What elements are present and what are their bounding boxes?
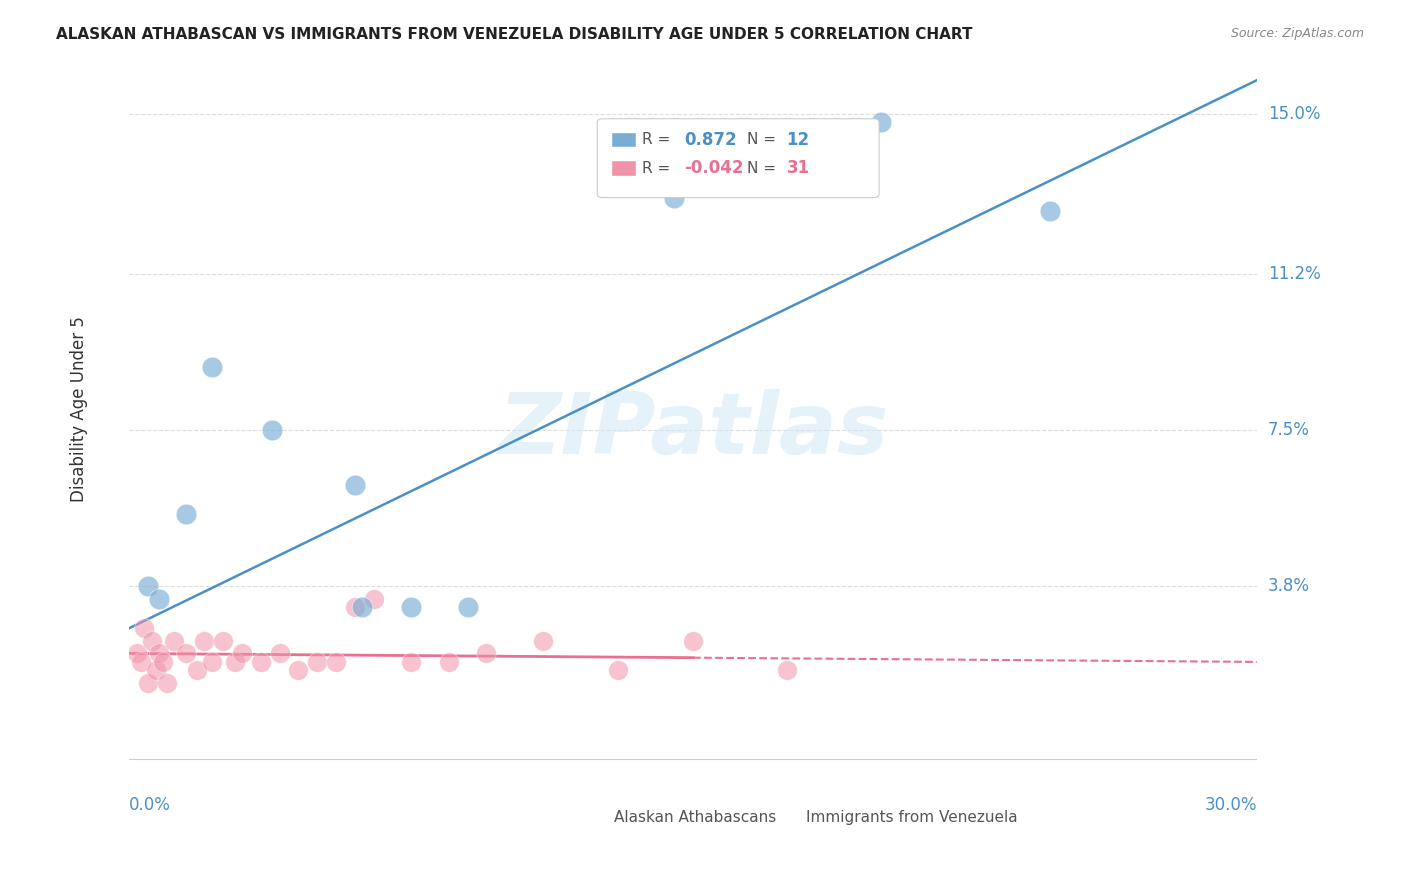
Text: 7.5%: 7.5%	[1268, 421, 1310, 439]
Text: -0.042: -0.042	[685, 159, 744, 178]
Text: 15.0%: 15.0%	[1268, 105, 1320, 123]
FancyBboxPatch shape	[610, 161, 636, 176]
Text: 0.0%: 0.0%	[129, 796, 172, 814]
Point	[399, 600, 422, 615]
Point	[475, 647, 498, 661]
Point	[145, 663, 167, 677]
Point	[776, 663, 799, 677]
Point	[682, 633, 704, 648]
Point	[141, 633, 163, 648]
FancyBboxPatch shape	[569, 803, 609, 821]
Point	[269, 647, 291, 661]
Text: R =: R =	[643, 161, 671, 176]
Point	[156, 676, 179, 690]
Point	[287, 663, 309, 677]
Point	[163, 633, 186, 648]
Point	[148, 591, 170, 606]
Text: N =: N =	[747, 132, 776, 147]
Point	[664, 191, 686, 205]
Text: Disability Age Under 5: Disability Age Under 5	[69, 316, 87, 502]
Point	[437, 655, 460, 669]
Point	[201, 655, 224, 669]
Point	[307, 655, 329, 669]
Text: R =: R =	[643, 132, 671, 147]
Point	[136, 676, 159, 690]
Point	[352, 600, 374, 615]
Point	[262, 423, 284, 437]
Text: 3.8%: 3.8%	[1268, 577, 1310, 595]
Point	[870, 115, 893, 129]
Text: 11.2%: 11.2%	[1268, 265, 1320, 283]
Text: Immigrants from Venezuela: Immigrants from Venezuela	[806, 810, 1018, 825]
Text: 30.0%: 30.0%	[1205, 796, 1257, 814]
FancyBboxPatch shape	[766, 803, 806, 821]
Point	[399, 655, 422, 669]
Point	[152, 655, 174, 669]
Point	[212, 633, 235, 648]
Text: ALASKAN ATHABASCAN VS IMMIGRANTS FROM VENEZUELA DISABILITY AGE UNDER 5 CORRELATI: ALASKAN ATHABASCAN VS IMMIGRANTS FROM VE…	[56, 27, 973, 42]
Text: Source: ZipAtlas.com: Source: ZipAtlas.com	[1230, 27, 1364, 40]
Point	[325, 655, 347, 669]
Point	[531, 633, 554, 648]
Point	[186, 663, 208, 677]
Point	[231, 647, 253, 661]
Point	[363, 591, 385, 606]
FancyBboxPatch shape	[598, 119, 879, 198]
Point	[343, 478, 366, 492]
Text: Alaskan Athabascans: Alaskan Athabascans	[614, 810, 776, 825]
Text: 0.872: 0.872	[685, 130, 737, 149]
Text: 31: 31	[786, 159, 810, 178]
Point	[343, 600, 366, 615]
Text: 12: 12	[786, 130, 810, 149]
Point	[134, 621, 156, 635]
Text: N =: N =	[747, 161, 776, 176]
Point	[250, 655, 273, 669]
Point	[224, 655, 246, 669]
Point	[193, 633, 215, 648]
Point	[201, 359, 224, 374]
Point	[1039, 203, 1062, 218]
Point	[457, 600, 479, 615]
Text: ZIPatlas: ZIPatlas	[498, 389, 889, 472]
Point	[136, 579, 159, 593]
Point	[606, 663, 628, 677]
Point	[174, 647, 197, 661]
Point	[129, 655, 152, 669]
Point	[125, 647, 148, 661]
Point	[174, 508, 197, 522]
Point	[148, 647, 170, 661]
FancyBboxPatch shape	[610, 132, 636, 147]
